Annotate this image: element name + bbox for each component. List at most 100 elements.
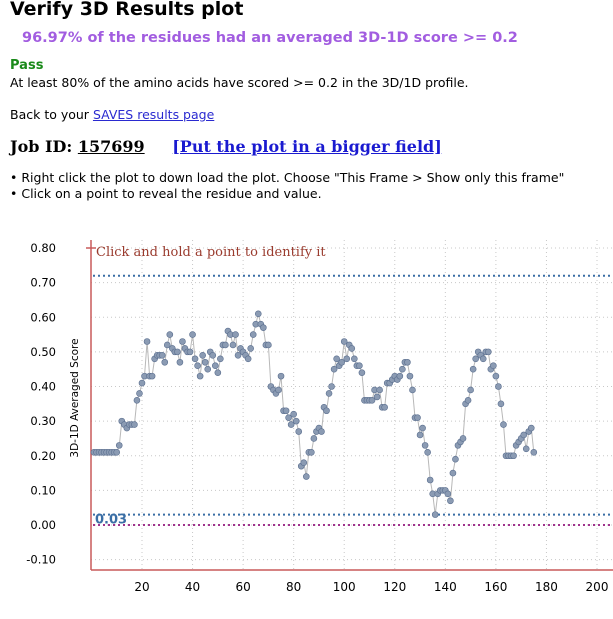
- data-point[interactable]: [113, 448, 121, 456]
- data-point[interactable]: [212, 362, 219, 370]
- data-point[interactable]: [530, 448, 538, 456]
- data-point[interactable]: [161, 358, 169, 366]
- data-point[interactable]: [214, 369, 222, 376]
- data-point[interactable]: [295, 428, 303, 435]
- data-point[interactable]: [201, 358, 209, 366]
- data-point[interactable]: [138, 379, 146, 387]
- data-point[interactable]: [143, 338, 151, 345]
- data-point[interactable]: [351, 355, 358, 363]
- data-point[interactable]: [249, 331, 257, 338]
- data-points[interactable]: [90, 310, 538, 518]
- data-point[interactable]: [194, 362, 201, 370]
- data-point[interactable]: [510, 452, 517, 460]
- data-point[interactable]: [396, 372, 404, 380]
- data-point[interactable]: [260, 324, 267, 331]
- data-point[interactable]: [325, 390, 333, 397]
- data-point[interactable]: [229, 341, 237, 349]
- verify3d-plot[interactable]: 0.03 20 40 60 80 100 120 140 160 180 200 0.80 0.70 0…: [0, 230, 613, 619]
- data-point[interactable]: [303, 473, 310, 480]
- data-point[interactable]: [449, 469, 457, 477]
- data-point[interactable]: [421, 442, 429, 449]
- data-point[interactable]: [285, 414, 292, 421]
- data-point[interactable]: [115, 442, 123, 449]
- data-point[interactable]: [431, 511, 439, 518]
- data-point[interactable]: [404, 358, 411, 366]
- data-point[interactable]: [527, 424, 535, 432]
- data-point[interactable]: [419, 424, 426, 432]
- data-point[interactable]: [358, 369, 366, 376]
- data-point[interactable]: [222, 341, 229, 349]
- data-point[interactable]: [176, 358, 184, 366]
- data-point[interactable]: [416, 431, 424, 439]
- data-point[interactable]: [204, 365, 212, 373]
- data-point[interactable]: [148, 372, 156, 380]
- data-point[interactable]: [376, 386, 383, 394]
- data-point[interactable]: [133, 397, 141, 404]
- data-point[interactable]: [497, 400, 505, 408]
- data-point[interactable]: [399, 365, 406, 373]
- data-point[interactable]: [414, 414, 421, 421]
- data-point[interactable]: [333, 355, 340, 363]
- data-point[interactable]: [490, 362, 497, 370]
- data-point[interactable]: [209, 352, 217, 359]
- data-point[interactable]: [485, 348, 492, 356]
- data-point[interactable]: [136, 390, 143, 397]
- data-point[interactable]: [444, 490, 452, 498]
- data-point[interactable]: [310, 435, 318, 442]
- data-point[interactable]: [338, 358, 345, 366]
- saves-results-link[interactable]: SAVES results page: [92, 107, 215, 122]
- data-point[interactable]: [308, 448, 315, 456]
- data-point[interactable]: [323, 407, 330, 415]
- data-point[interactable]: [500, 421, 507, 428]
- data-point[interactable]: [348, 345, 356, 352]
- data-point[interactable]: [472, 355, 479, 363]
- data-point[interactable]: [232, 331, 239, 338]
- data-point[interactable]: [174, 348, 181, 356]
- data-point[interactable]: [373, 393, 381, 401]
- data-point[interactable]: [343, 355, 351, 363]
- data-point[interactable]: [522, 445, 530, 453]
- data-point[interactable]: [199, 352, 206, 359]
- data-point[interactable]: [247, 345, 254, 352]
- data-point[interactable]: [406, 372, 414, 380]
- data-point[interactable]: [381, 403, 388, 411]
- data-point[interactable]: [318, 428, 325, 435]
- data-point[interactable]: [409, 386, 416, 394]
- data-point[interactable]: [330, 365, 338, 373]
- data-point[interactable]: [495, 383, 502, 390]
- data-point[interactable]: [163, 341, 171, 349]
- data-point[interactable]: [254, 310, 262, 318]
- data-point[interactable]: [424, 448, 431, 456]
- data-point[interactable]: [196, 372, 204, 380]
- data-point[interactable]: [356, 362, 363, 370]
- data-point[interactable]: [464, 397, 472, 404]
- data-point[interactable]: [179, 338, 186, 345]
- data-point[interactable]: [277, 372, 285, 380]
- data-point[interactable]: [292, 417, 300, 425]
- data-point[interactable]: [467, 386, 474, 394]
- data-point[interactable]: [166, 331, 174, 338]
- data-point[interactable]: [131, 421, 138, 428]
- data-point[interactable]: [275, 386, 282, 394]
- data-point[interactable]: [189, 331, 196, 338]
- data-point[interactable]: [492, 372, 500, 380]
- data-point[interactable]: [479, 355, 487, 363]
- data-point[interactable]: [340, 338, 348, 345]
- data-point[interactable]: [300, 459, 308, 466]
- data-point[interactable]: [452, 455, 459, 463]
- data-point[interactable]: [328, 383, 335, 390]
- data-point[interactable]: [282, 407, 290, 415]
- data-point[interactable]: [191, 355, 199, 363]
- data-point[interactable]: [459, 435, 467, 442]
- data-point[interactable]: [426, 476, 434, 484]
- data-point[interactable]: [290, 410, 297, 418]
- data-point[interactable]: [186, 348, 194, 356]
- data-point[interactable]: [447, 497, 454, 505]
- data-point[interactable]: [244, 355, 252, 363]
- data-point[interactable]: [265, 341, 272, 349]
- data-point[interactable]: [520, 431, 527, 439]
- data-point[interactable]: [217, 355, 224, 363]
- data-point[interactable]: [287, 421, 295, 428]
- data-point[interactable]: [158, 352, 166, 359]
- bigger-plot-link[interactable]: [Put the plot in a bigger field]: [172, 137, 442, 156]
